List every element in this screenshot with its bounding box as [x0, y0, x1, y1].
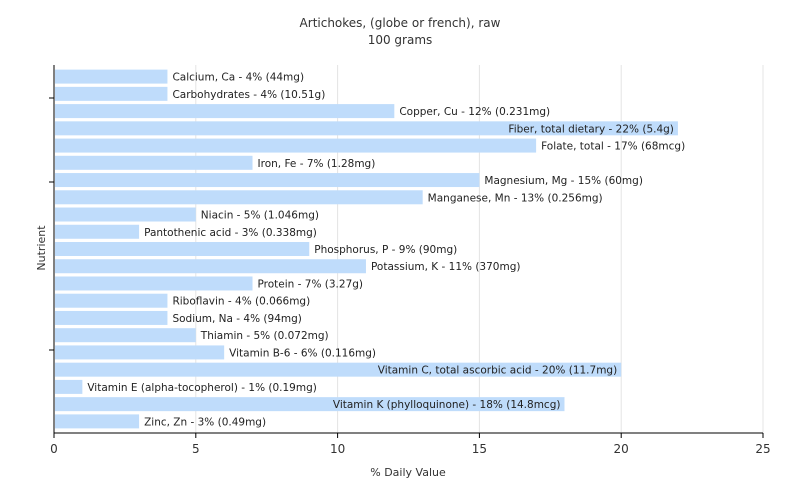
- bar-10: [55, 242, 310, 256]
- bar-label-3: Fiber, total dietary - 22% (5.4g): [508, 123, 673, 135]
- bar-label-16: Vitamin B-6 - 6% (0.116mg): [229, 347, 376, 359]
- bar-3: [55, 121, 678, 136]
- bar-20: [55, 414, 140, 429]
- x-tick-label-0: 0: [50, 442, 58, 456]
- bar-label-10: Phosphorus, P - 9% (90mg): [314, 244, 457, 256]
- bar-2: [55, 104, 395, 119]
- bar-9: [55, 224, 140, 239]
- bar-label-4: Folate, total - 17% (68mcg): [541, 141, 685, 153]
- bar-label-19: Vitamin K (phylloquinone) - 18% (14.8mcg…: [333, 399, 561, 411]
- bar-4: [55, 138, 537, 153]
- bar-0: [55, 69, 168, 84]
- x-tick-label-2: 10: [330, 442, 345, 456]
- chart-subtitle: 100 grams: [368, 33, 433, 47]
- bar-label-17: Vitamin C, total ascorbic acid - 20% (11…: [378, 365, 617, 377]
- y-axis-label: Nutrient: [35, 225, 48, 271]
- chart-title: Artichokes, (globe or french), raw: [300, 16, 501, 30]
- bar-label-14: Sodium, Na - 4% (94mg): [172, 313, 301, 325]
- bar-5: [55, 155, 253, 170]
- bar-label-11: Potassium, K - 11% (370mg): [371, 261, 521, 273]
- bar-14: [55, 310, 168, 325]
- bar-label-0: Calcium, Ca - 4% (44mg): [172, 72, 304, 84]
- bars: Calcium, Ca - 4% (44mg) Carbohydrates - 4…: [55, 69, 685, 429]
- x-tick-label-5: 25: [755, 442, 770, 456]
- bar-label-15: Thiamin - 5% (0.072mg): [200, 330, 329, 342]
- bar-label-9: Pantothenic acid - 3% (0.338mg): [144, 227, 317, 239]
- bar-label-13: Riboflavin - 4% (0.066mg): [172, 296, 310, 308]
- bar-8: [55, 207, 196, 222]
- x-axis-ticks: 0 5 10 15 20 25: [50, 433, 771, 456]
- bar-label-5: Iron, Fe - 7% (1.28mg): [258, 158, 376, 170]
- bar-label-1: Carbohydrates - 4% (10.51g): [172, 89, 325, 101]
- bar-13: [55, 293, 168, 308]
- bar-label-6: Magnesium, Mg - 15% (60mg): [484, 175, 643, 187]
- x-tick-label-4: 20: [614, 442, 629, 456]
- bar-7: [55, 190, 423, 205]
- bar-label-18: Vitamin E (alpha-tocopherol) - 1% (0.19m…: [87, 382, 316, 394]
- x-axis-label: % Daily Value: [370, 466, 446, 479]
- bar-11: [55, 259, 366, 274]
- bar-label-8: Niacin - 5% (1.046mg): [201, 210, 319, 222]
- bar-label-2: Copper, Cu - 12% (0.231mg): [399, 106, 550, 118]
- x-tick-label-1: 5: [192, 442, 200, 456]
- axes: [49, 65, 763, 434]
- bar-16: [55, 345, 225, 360]
- bar-label-12: Protein - 7% (3.27g): [258, 278, 364, 290]
- bar-18: [55, 379, 83, 394]
- bar-12: [55, 276, 253, 291]
- bar-15: [55, 328, 196, 343]
- bar-label-20: Zinc, Zn - 3% (0.49mg): [144, 416, 266, 428]
- bar-1: [55, 86, 168, 101]
- bar-17: [55, 362, 622, 377]
- x-tick-label-3: 15: [472, 442, 487, 456]
- bar-6: [55, 173, 480, 188]
- bar-19: [55, 397, 565, 412]
- bar-label-7: Manganese, Mn - 13% (0.256mg): [428, 192, 603, 204]
